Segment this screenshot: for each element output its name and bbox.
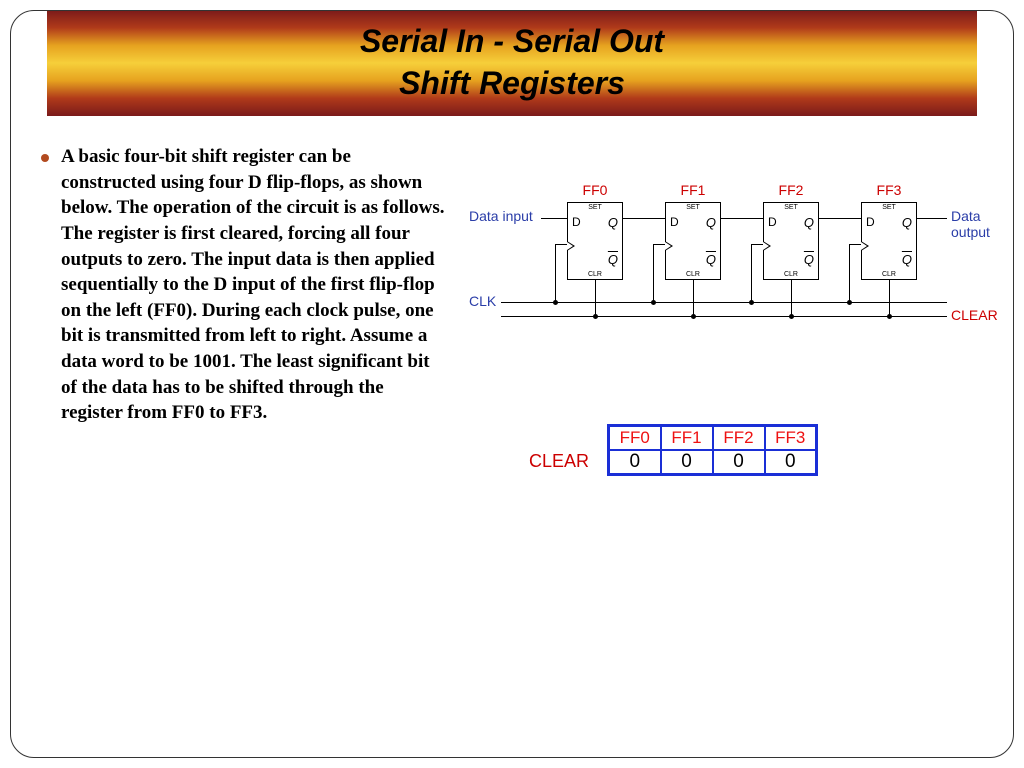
ff-clr-pin: CLR [568,271,622,278]
ff-d-pin: D [670,215,679,229]
wire-node [789,314,794,319]
wire [849,244,861,245]
ff-set-pin: SET [568,204,622,211]
wire [595,280,596,316]
ff-clock-triangle-icon [567,241,575,251]
wire [653,244,665,245]
ff-clr-pin: CLR [862,271,916,278]
wire [917,218,947,219]
state-table-region: CLEAR FF0FF1FF2FF3 0000 [529,424,818,476]
data-output-label: Data output [951,208,990,240]
data-input-label: Data input [469,208,533,224]
flip-flop-label: FF3 [861,182,917,198]
table-header-row: FF0FF1FF2FF3 [609,426,817,451]
wire-node [847,300,852,305]
table-header-cell: FF0 [609,426,661,451]
ff-d-pin: D [572,215,581,229]
ff-q-pin: Q [608,215,618,230]
slide-frame: Serial In - Serial Out Shift Registers A… [10,10,1014,758]
wire [555,244,567,245]
table-value-cell: 0 [609,450,661,475]
wire [555,244,556,302]
wire [693,280,694,316]
ff-q-pin: Q [706,215,716,230]
ff-q-pin: Q [804,215,814,230]
wire-node [691,314,696,319]
wire [541,218,567,219]
title-banner: Serial In - Serial Out Shift Registers [47,10,977,116]
wire [751,244,752,302]
wire-node [553,300,558,305]
ff-set-pin: SET [666,204,720,211]
ff-q-pin: Q [902,215,912,230]
flip-flop-label: FF0 [567,182,623,198]
ff-clock-triangle-icon [861,241,869,251]
flip-flop: SET D Q Q CLR [665,202,721,280]
ff-clr-pin: CLR [666,271,720,278]
ff-set-pin: SET [764,204,818,211]
wire [849,244,850,302]
wire [819,218,861,219]
title-line-2: Shift Registers [399,63,625,105]
ff-qbar-pin: Q [902,252,912,267]
clk-label: CLK [469,293,496,309]
bullet-text: A basic four-bit shift register can be c… [61,144,449,426]
wire-node [651,300,656,305]
table-header-cell: FF3 [765,426,817,451]
clear-label: CLEAR [951,307,998,323]
ff-clr-pin: CLR [764,271,818,278]
wire [721,218,763,219]
table-header-cell: FF2 [713,426,765,451]
table-value-cell: 0 [661,450,713,475]
text-column: A basic four-bit shift register can be c… [41,144,449,426]
table-value-cell: 0 [713,450,765,475]
diagram-column: Data input Data output CLK CLEAR FF0SETD… [469,144,983,426]
ff-clock-triangle-icon [763,241,771,251]
wire [501,302,947,303]
bullet-item: A basic four-bit shift register can be c… [41,144,449,426]
wire-node [749,300,754,305]
content-area: A basic four-bit shift register can be c… [11,116,1013,426]
flip-flop-label: FF1 [665,182,721,198]
wire [501,316,947,317]
wire [653,244,654,302]
flip-flop: SET D Q Q CLR [567,202,623,280]
flip-flop: SET D Q Q CLR [763,202,819,280]
ff-qbar-pin: Q [804,252,814,267]
title-line-1: Serial In - Serial Out [360,21,664,63]
table-value-row: 0000 [609,450,817,475]
bullet-dot-icon [41,154,49,162]
wire [791,280,792,316]
wire [623,218,665,219]
ff-clock-triangle-icon [665,241,673,251]
wire [889,280,890,316]
wire-node [593,314,598,319]
flip-flop-label: FF2 [763,182,819,198]
shift-register-circuit: Data input Data output CLK CLEAR FF0SETD… [469,174,959,334]
ff-set-pin: SET [862,204,916,211]
table-value-cell: 0 [765,450,817,475]
ff-qbar-pin: Q [608,252,618,267]
ff-d-pin: D [866,215,875,229]
wire [751,244,763,245]
table-header-cell: FF1 [661,426,713,451]
table-row-label: CLEAR [529,451,589,472]
ff-qbar-pin: Q [706,252,716,267]
flip-flop: SET D Q Q CLR [861,202,917,280]
state-table: FF0FF1FF2FF3 0000 [607,424,818,476]
wire-node [887,314,892,319]
ff-d-pin: D [768,215,777,229]
